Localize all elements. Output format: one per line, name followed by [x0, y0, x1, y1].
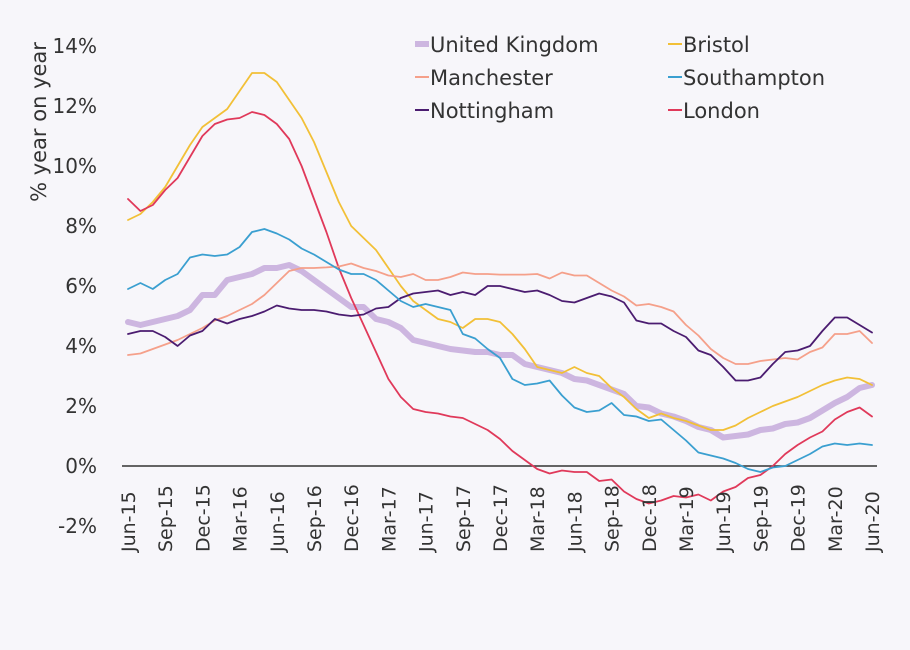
legend-label: London — [683, 99, 760, 123]
y-tick-label: 6% — [65, 274, 97, 298]
y-axis: -2% 0% 2% 4% 6% 8% 10% 12% 14% — [53, 34, 97, 538]
x-tick-label: Sep-16 — [304, 485, 326, 552]
y-tick-label: 2% — [65, 394, 97, 418]
legend-label: Manchester — [430, 66, 553, 90]
x-tick-label: Jun-16 — [267, 491, 289, 553]
series-line-london — [127, 111, 873, 505]
x-tick-label: Dec-15 — [192, 484, 214, 552]
y-axis-label: % year on year — [27, 42, 51, 202]
series-line-bristol — [127, 72, 873, 431]
legend-item: Nottingham — [415, 99, 554, 123]
legend-item: Southampton — [668, 66, 825, 90]
x-tick-label: Mar-17 — [378, 486, 400, 552]
series-line-manchester — [127, 262, 873, 365]
x-tick-label: Sep-19 — [750, 485, 772, 552]
x-tick-label: Mar-19 — [676, 486, 698, 552]
x-tick-label: Dec-16 — [341, 484, 363, 552]
y-tick-label: 8% — [65, 214, 97, 238]
legend-label: United Kingdom — [430, 33, 599, 57]
x-tick-label: Dec-18 — [639, 484, 661, 552]
series-line-southampton — [127, 228, 873, 473]
x-tick-label: Sep-18 — [602, 485, 624, 552]
x-tick-label: Jun-20 — [862, 491, 884, 553]
legend-label: Bristol — [683, 33, 750, 57]
y-tick-label: 4% — [65, 334, 97, 358]
x-tick-label: Sep-15 — [155, 485, 177, 552]
x-tick-label: Mar-18 — [527, 486, 549, 552]
x-axis: Jun-15 Sep-15 Dec-15 Mar-16 Jun-16 Sep-16 Dec-… — [118, 484, 884, 553]
series-lines — [125, 72, 875, 505]
x-tick-label: Jun-19 — [713, 491, 735, 553]
x-tick-label: Mar-16 — [230, 486, 252, 552]
legend-item: Manchester — [415, 66, 553, 90]
x-tick-label: Jun-15 — [118, 491, 140, 553]
x-tick-label: Sep-17 — [453, 485, 475, 552]
series-line-united-kingdom — [125, 262, 875, 441]
y-tick-label: 0% — [65, 454, 97, 478]
legend: United Kingdom Manchester Nottingham Bristo… — [415, 33, 825, 123]
legend-label: Nottingham — [430, 99, 554, 123]
x-tick-label: Mar-20 — [825, 486, 847, 552]
x-tick-label: Dec-17 — [490, 484, 512, 552]
legend-item: London — [668, 99, 760, 123]
legend-item: United Kingdom — [415, 33, 599, 57]
legend-item: Bristol — [668, 33, 750, 57]
legend-label: Southampton — [683, 66, 825, 90]
y-tick-label: 14% — [53, 34, 97, 58]
series-line-nottingham — [127, 285, 873, 382]
y-tick-label: 10% — [53, 154, 97, 178]
x-tick-label: Jun-18 — [564, 491, 586, 553]
x-tick-label: Jun-17 — [416, 491, 438, 553]
y-tick-label: 12% — [53, 94, 97, 118]
x-tick-label: Dec-19 — [788, 484, 810, 552]
y-tick-label: -2% — [58, 514, 97, 538]
